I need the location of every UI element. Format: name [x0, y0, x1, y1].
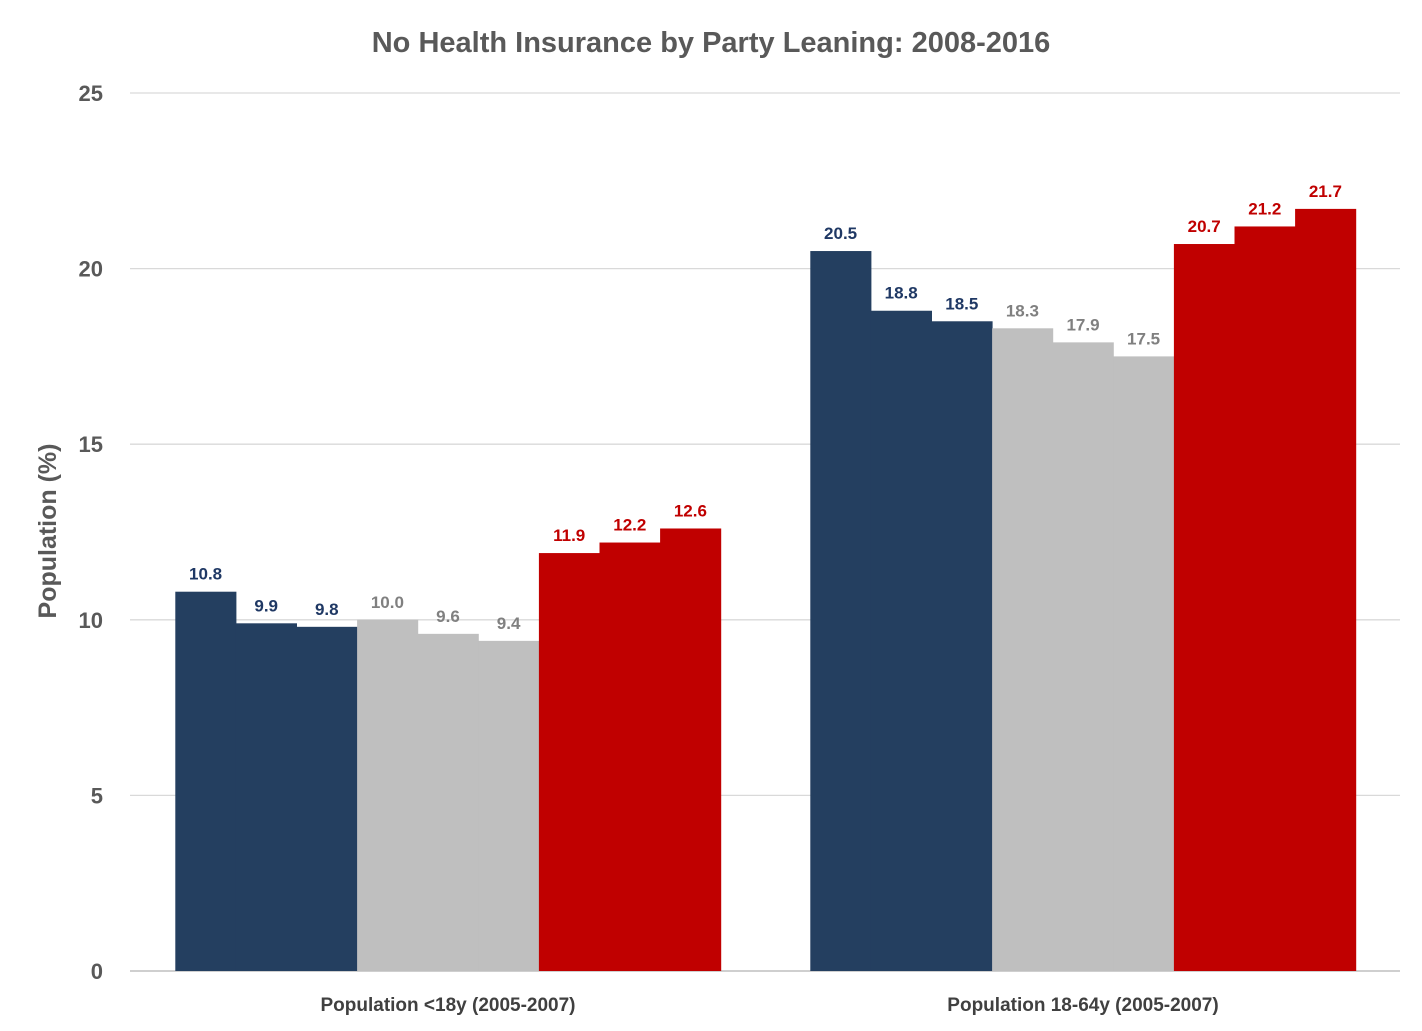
- bar: [931, 321, 993, 971]
- bar: [660, 528, 722, 971]
- bar: [538, 553, 600, 971]
- data-label: 9.4: [497, 614, 521, 633]
- data-label: 9.6: [436, 607, 460, 626]
- data-label: 12.6: [674, 501, 707, 520]
- data-label: 18.5: [945, 294, 978, 313]
- y-axis-ticks: 0 5 10 15 20 25: [79, 81, 103, 984]
- data-label: 9.9: [254, 596, 278, 615]
- data-label: 10.8: [189, 565, 222, 584]
- bar: [599, 542, 661, 971]
- data-label: 12.2: [613, 516, 646, 535]
- data-label: 18.8: [885, 284, 918, 303]
- bar: [1113, 356, 1175, 971]
- bar: [357, 619, 419, 971]
- bar: [417, 633, 479, 971]
- bar: [296, 626, 358, 971]
- x-axis-ticks: Population <18y (2005-2007) Population 18…: [320, 995, 1218, 1016]
- data-label: 20.7: [1188, 217, 1221, 236]
- bar: [478, 640, 540, 971]
- y-tick-label: 0: [91, 959, 103, 984]
- data-label: 9.8: [315, 600, 339, 619]
- bars: [175, 208, 1357, 972]
- x-tick-label: Population <18y (2005-2007): [320, 995, 575, 1016]
- bar: [810, 251, 872, 972]
- y-tick-label: 10: [79, 608, 103, 633]
- data-labels: 10.8 9.9 9.8 10.0 9.6 9.4 11.9 12.2 12.6 20.5 18.8…: [189, 182, 1342, 633]
- data-label: 18.3: [1006, 301, 1039, 320]
- bar: [1052, 342, 1114, 971]
- x-tick-label: Population 18-64y (2005-2007): [947, 995, 1218, 1016]
- bar: [1173, 244, 1235, 972]
- data-label: 17.9: [1066, 315, 1099, 334]
- data-label: 11.9: [553, 526, 585, 545]
- y-tick-label: 5: [91, 783, 103, 808]
- bar: [870, 310, 932, 971]
- bar: [235, 623, 297, 971]
- y-tick-label: 25: [79, 81, 103, 106]
- data-label: 10.0: [371, 593, 404, 612]
- y-axis-title: Population (%): [34, 444, 62, 619]
- y-tick-label: 15: [79, 432, 103, 457]
- data-label: 21.2: [1248, 199, 1281, 218]
- bar: [1295, 208, 1357, 971]
- bar: [1234, 226, 1296, 971]
- chart-title: No Health Insurance by Party Leaning: 20…: [372, 27, 1051, 59]
- bar: [175, 591, 237, 971]
- data-label: 20.5: [824, 224, 857, 243]
- data-label: 21.7: [1309, 182, 1342, 201]
- bar: [992, 328, 1054, 972]
- y-tick-label: 20: [79, 257, 103, 282]
- data-label: 17.5: [1127, 329, 1160, 348]
